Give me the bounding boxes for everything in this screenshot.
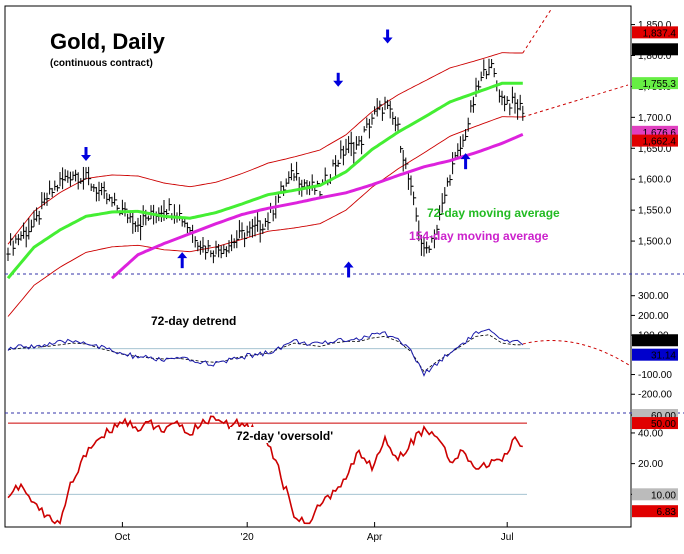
x-tick-label-0: Oct [115, 532, 131, 543]
x-tick-label-1: '20 [241, 532, 254, 543]
price-y-tick-label-5: 1,600.0 [638, 175, 672, 186]
x-tick-label-3: Jul [501, 532, 514, 543]
price-value-label-1: 1,810.0 [643, 45, 677, 56]
arrow-up-head [343, 261, 354, 268]
detrend-value-box-1 [632, 348, 678, 361]
upper-band-projection [522, 7, 553, 54]
price-value-box-0 [632, 26, 678, 39]
detrend-y-tick-label-0: 300.00 [638, 291, 669, 302]
price-value-box-1 [632, 43, 678, 56]
oversold-value-box-1 [632, 417, 678, 430]
lower-band-line [7, 116, 523, 317]
chart-subtitle: (continuous contract) [50, 58, 153, 69]
oversold-value-box-2 [632, 488, 678, 501]
detrend-value-box-0 [632, 334, 678, 347]
price-value-box-4 [632, 134, 678, 147]
detrend-line [7, 328, 524, 377]
price-value-label-2: 1,755.3 [643, 79, 677, 90]
arrow-up-0 [177, 252, 188, 269]
arrow-down-2 [382, 29, 393, 44]
oversold-title-backdrop [230, 427, 340, 443]
x-axis: Oct '20 Apr Jul [115, 522, 514, 543]
price-value-box-2 [632, 77, 678, 90]
arrow-down-1 [333, 72, 344, 87]
arrow-up-head [177, 252, 188, 259]
x-tick-label-2: Apr [367, 532, 383, 543]
upper-band-line [7, 52, 523, 245]
oversold-y-tick-label-1: 40.00 [638, 428, 663, 439]
detrend-title: 72-day detrend [151, 314, 236, 328]
arrow-up-2 [460, 153, 471, 170]
lower-band-projection [522, 84, 629, 118]
detrend-y-tick-label-3: -100.00 [638, 370, 672, 381]
ma72-annotation: 72-day moving average [427, 206, 560, 220]
price-panel: 1,850.01,800.01,750.01,700.01,650.01,600… [6, 7, 678, 317]
price-bar [521, 102, 525, 121]
ma154-line [110, 133, 524, 280]
arrow-up-head [460, 153, 471, 160]
detrend-value-label-0: 73.96 [651, 336, 676, 347]
detrend-panel: 300.00200.00100.00-100.00-200.0073.9631.… [7, 291, 678, 401]
price-y-tick-label-6: 1,550.0 [638, 206, 672, 217]
detrend-smoothed-line [7, 334, 523, 373]
price-y-tick-label-0: 1,850.0 [638, 20, 672, 31]
price-y-tick-label-4: 1,650.0 [638, 144, 672, 155]
oversold-y-tick-label-2: 20.00 [638, 459, 663, 470]
arrow-down-head [81, 155, 91, 162]
oversold-title: 72-day 'oversold' [236, 429, 333, 443]
price-y-tick-label-3: 1,700.0 [638, 113, 672, 124]
arrow-down-0 [81, 147, 91, 162]
ma154-annotation: 154-day moving average [409, 229, 549, 243]
oversold-value-label-0: 60.00 [651, 411, 676, 422]
price-value-label-4: 1,662.4 [643, 137, 677, 148]
arrow-up-1 [343, 261, 354, 278]
oversold-value-label-3: 6.83 [657, 507, 677, 518]
detrend-y-tick-label-1: 200.00 [638, 311, 669, 322]
detrend-y-tick-label-4: -200.00 [638, 390, 672, 401]
price-value-label-0: 1,837.4 [643, 28, 677, 39]
ma72-line [6, 81, 523, 280]
oversold-value-label-1: 50.00 [651, 419, 676, 430]
arrow-down-head [333, 80, 344, 87]
panel-separators [5, 273, 684, 414]
arrow-down-head [382, 37, 393, 44]
detrend-value-label-1: 31.14 [651, 351, 676, 362]
price-y-tick-label-7: 1,500.0 [638, 237, 672, 248]
oversold-value-label-2: 10.00 [651, 490, 676, 501]
chart-title: Gold, Daily [50, 29, 166, 54]
oversold-value-box-3 [632, 505, 678, 518]
price-y-tick-label-1: 1,800.0 [638, 51, 672, 62]
price-value-label-3: 1,676.6 [643, 128, 677, 139]
